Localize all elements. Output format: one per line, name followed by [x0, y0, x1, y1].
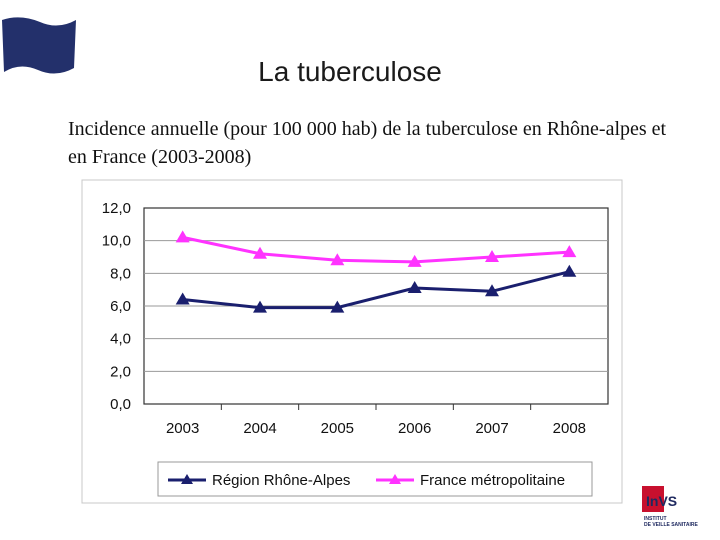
data-point [330, 253, 345, 266]
data-point [485, 250, 499, 262]
data-point [407, 254, 422, 267]
legend-label-france: France métropolitaine [420, 472, 565, 489]
y-tick-label: 8,0 [110, 265, 131, 282]
data-point [253, 300, 267, 313]
y-tick-label: 4,0 [110, 331, 131, 348]
invs-logo: InVS [642, 486, 677, 512]
series-group [175, 230, 577, 313]
x-tick-label: 2006 [398, 420, 431, 437]
legend-marker-rhone-alpes [181, 474, 193, 484]
data-point [562, 264, 577, 277]
logo-caption: INSTITUT DE VEILLE SANITAIRE [644, 516, 698, 528]
x-tick-label: 2005 [321, 420, 354, 437]
y-tick-label: 12,0 [102, 200, 131, 217]
y-tick-label: 2,0 [110, 363, 131, 380]
flag-logo [2, 17, 76, 74]
data-point [175, 292, 190, 305]
page-title: La tuberculose [258, 56, 442, 87]
grid-lines [144, 240, 608, 372]
data-point [407, 281, 422, 294]
data-point [253, 246, 267, 259]
x-tick-label: 2004 [243, 420, 276, 437]
x-tick-label: 2003 [166, 420, 199, 437]
x-tick-label: 2007 [475, 420, 508, 437]
x-axis-ticks: 2003 2004 2005 2006 2007 2008 [166, 404, 586, 437]
y-axis-ticks: 0,0 2,0 4,0 6,0 8,0 10,0 12,0 [102, 200, 131, 413]
legend-marker-france [389, 474, 401, 484]
data-point [175, 230, 190, 243]
series-line-1 [182, 235, 570, 264]
legend-label-rhone-alpes: Région Rhône-Alpes [212, 472, 350, 489]
series-line-0 [182, 270, 570, 310]
x-tick-label: 2008 [553, 420, 586, 437]
legend-box [157, 461, 593, 497]
logo-wordmark: InVS [646, 493, 677, 509]
y-tick-label: 10,0 [102, 233, 131, 250]
data-point [562, 245, 577, 258]
y-tick-label: 6,0 [110, 298, 131, 315]
chart-description: Incidence annuelle (pour 100 000 hab) de… [68, 118, 667, 168]
data-point [485, 284, 499, 297]
y-tick-label: 0,0 [110, 396, 131, 413]
data-point [330, 300, 345, 313]
